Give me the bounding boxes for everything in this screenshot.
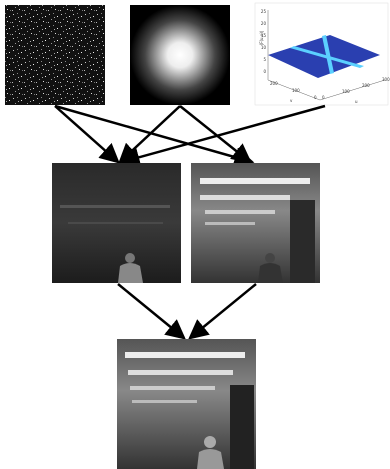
z-tick-label: 20 <box>261 21 267 26</box>
fused-photo <box>117 339 256 469</box>
input-photo-dark <box>52 163 181 283</box>
gaussian-image <box>130 5 230 105</box>
u-tick-label: 200 <box>362 83 370 88</box>
z-tick-label: 10 <box>261 45 267 50</box>
input-photo-bright <box>191 163 320 283</box>
diagram: |F(u,v)| 252015105020010000100200300 v u <box>0 0 390 469</box>
u-tick-label: 300 <box>382 77 390 82</box>
noise-image <box>5 5 105 105</box>
v-tick-label: 200 <box>270 81 278 86</box>
z-tick-label: 25 <box>261 9 267 14</box>
u-tick-label: 100 <box>342 89 350 94</box>
z-tick-label: 15 <box>261 33 267 38</box>
v-tick-label: 100 <box>292 88 300 93</box>
